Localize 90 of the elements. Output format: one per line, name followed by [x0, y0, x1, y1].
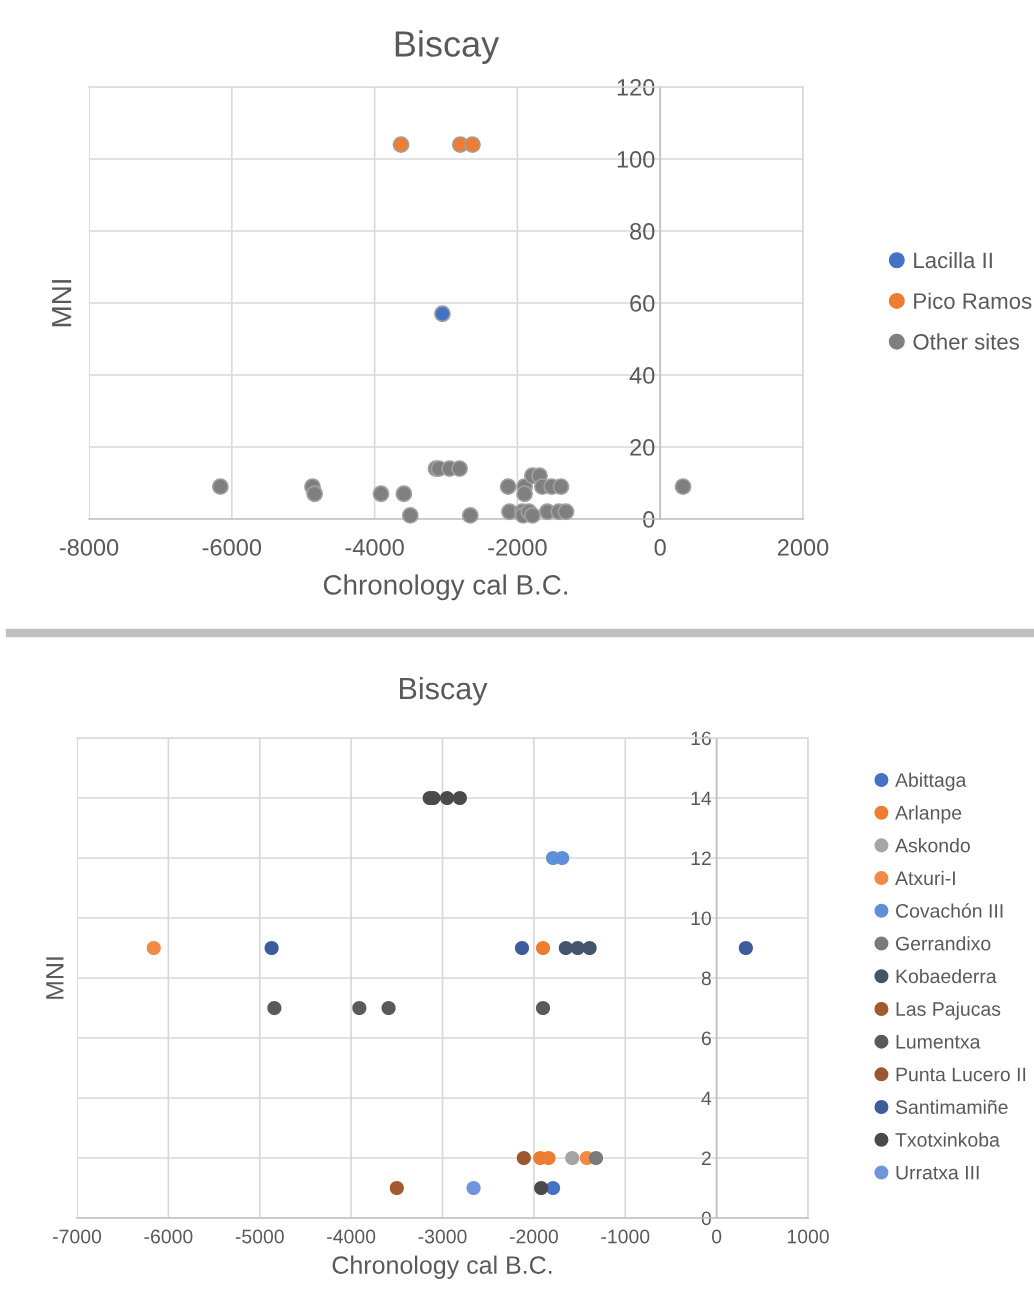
- x-tick-label: -5000: [235, 1229, 284, 1244]
- legend-label: Punta Lucero II: [896, 1067, 1026, 1082]
- y-tick-label: 10: [691, 911, 712, 926]
- point: [306, 485, 324, 503]
- y-tick-label: 80: [630, 223, 655, 240]
- point: [392, 136, 410, 154]
- x-tick-label: 0: [711, 1229, 722, 1244]
- y-tick-label: 6: [701, 1031, 711, 1046]
- point: [514, 940, 530, 956]
- point: [738, 940, 753, 956]
- y-tick-label: 4: [701, 1091, 712, 1106]
- point: [439, 790, 455, 806]
- chart-title: Biscay: [395, 30, 500, 64]
- legend-label: Santimamiñe: [895, 1099, 1008, 1115]
- legend-label: Las Pajucas: [896, 1001, 1001, 1020]
- y-tick-label: 12: [691, 851, 711, 866]
- point: [401, 506, 419, 524]
- point: [146, 940, 161, 956]
- y-tick-label: 120: [617, 79, 655, 96]
- y-tick-label: 60: [630, 295, 655, 312]
- point: [433, 305, 451, 323]
- point: [588, 1150, 604, 1166]
- legend-label: Lumentxa: [896, 1035, 981, 1049]
- point: [451, 460, 469, 478]
- point: [570, 940, 585, 956]
- y-axis-title: MNI: [46, 957, 64, 999]
- legend-label: Pico Ramos: [914, 292, 1032, 309]
- point: [466, 1180, 481, 1196]
- legend-label: Txotxinkoba: [895, 1132, 1000, 1147]
- x-tick-label: -8000: [59, 539, 119, 556]
- point: [557, 503, 575, 521]
- legend-label: Abittaga: [895, 772, 967, 791]
- x-tick-label: -6000: [144, 1229, 193, 1244]
- point: [555, 850, 570, 866]
- point: [211, 478, 229, 496]
- legend-label: Arlanpe: [895, 805, 962, 824]
- y-tick-label: 40: [629, 367, 655, 384]
- x-tick-label: -7000: [53, 1229, 102, 1244]
- y-tick-label: 2: [701, 1151, 711, 1166]
- point: [389, 1180, 404, 1196]
- x-tick-label: -2000: [488, 539, 547, 556]
- legend-label: Covachón III: [896, 903, 1003, 918]
- x-axis-title: Chronology cal B.C.: [323, 574, 567, 601]
- x-tick-label: 1000: [787, 1229, 829, 1244]
- x-tick-label: -6000: [202, 539, 262, 556]
- point: [552, 478, 570, 496]
- x-axis-title: Chronology cal B.C.: [332, 1255, 552, 1279]
- y-tick-label: 16: [691, 731, 711, 746]
- x-tick-label: -4000: [327, 1229, 376, 1244]
- point: [395, 485, 413, 503]
- point: [535, 940, 551, 956]
- y-tick-label: 14: [691, 791, 712, 806]
- y-tick-label: 0: [701, 1211, 711, 1226]
- point: [352, 1000, 367, 1016]
- point: [267, 1000, 282, 1016]
- legend-label: Askondo: [895, 838, 970, 853]
- legend-label: Atxuri-I: [895, 870, 955, 886]
- point: [452, 790, 467, 806]
- x-tick-label: -2000: [509, 1229, 558, 1244]
- legend-label: Lacilla II: [914, 251, 992, 269]
- point: [372, 485, 390, 503]
- y-tick-label: 20: [630, 439, 655, 456]
- point: [516, 1150, 531, 1166]
- point: [558, 940, 573, 956]
- point: [463, 136, 481, 154]
- point: [565, 1150, 580, 1166]
- point: [516, 485, 533, 503]
- chart-title: Biscay: [400, 676, 488, 706]
- legend-label: Other sites: [913, 333, 1019, 350]
- legend-label: Urratxa III: [896, 1165, 979, 1180]
- point: [499, 478, 517, 496]
- point: [535, 1000, 551, 1016]
- y-tick-label: 8: [701, 971, 711, 986]
- x-tick-label: -1000: [601, 1229, 650, 1244]
- y-axis-title: MNI: [52, 280, 72, 327]
- point: [264, 940, 279, 956]
- x-tick-label: 0: [654, 539, 666, 556]
- y-tick-label: 0: [643, 511, 655, 528]
- point: [461, 506, 479, 524]
- x-tick-label: 2000: [777, 539, 829, 556]
- y-tick-label: 100: [617, 151, 655, 168]
- point: [381, 1000, 396, 1016]
- x-tick-label: -4000: [345, 539, 404, 556]
- point: [545, 1180, 561, 1196]
- legend-label: Gerrandixo: [896, 936, 991, 951]
- x-tick-label: -3000: [418, 1229, 467, 1244]
- point: [534, 1180, 549, 1196]
- point: [674, 478, 692, 496]
- legend-label: Kobaederra: [896, 968, 997, 984]
- point: [582, 940, 597, 956]
